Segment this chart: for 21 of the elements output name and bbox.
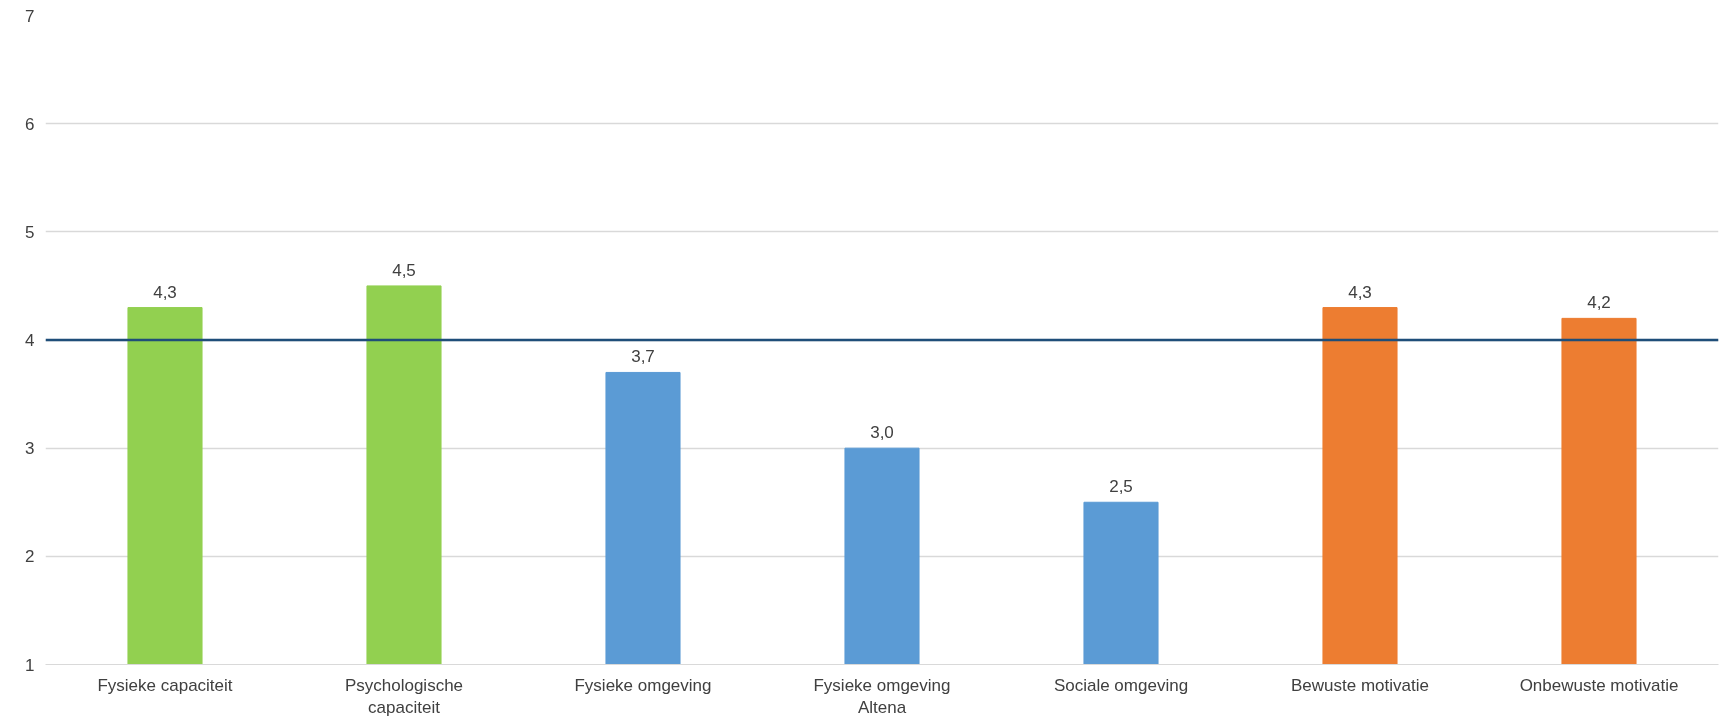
y-tick-label: 3 xyxy=(25,439,35,459)
data-label: 4,3 xyxy=(1348,282,1372,302)
y-tick-label: 6 xyxy=(25,114,35,134)
x-tick-label: Sociale omgeving xyxy=(1053,675,1189,695)
x-tick-label: Psychologische capaciteit xyxy=(344,675,464,718)
data-label: 4,5 xyxy=(392,260,416,280)
y-tick-label: 4 xyxy=(25,331,35,350)
y-tick-label: 5 xyxy=(25,222,35,242)
y-tick-label: 1 xyxy=(25,655,35,675)
x-tick-label: Fysieke omgeving xyxy=(574,675,712,695)
x-tick-label: Onbewuste motivatie xyxy=(1519,675,1679,695)
data-label: 3,0 xyxy=(870,423,894,443)
data-label: 3,7 xyxy=(631,347,655,367)
y-tick-label: 7 xyxy=(25,6,35,26)
x-tick-label: Fysieke capaciteit xyxy=(97,675,233,695)
data-label: 2,5 xyxy=(1109,477,1133,497)
y-tick-label: 2 xyxy=(25,547,35,567)
data-label: 4,3 xyxy=(153,282,177,302)
data-label: 4,2 xyxy=(1587,293,1611,313)
x-tick-label: Bewuste motivatie xyxy=(1291,675,1429,695)
x-tick-label: Fysieke omgeving Altena xyxy=(813,675,951,718)
